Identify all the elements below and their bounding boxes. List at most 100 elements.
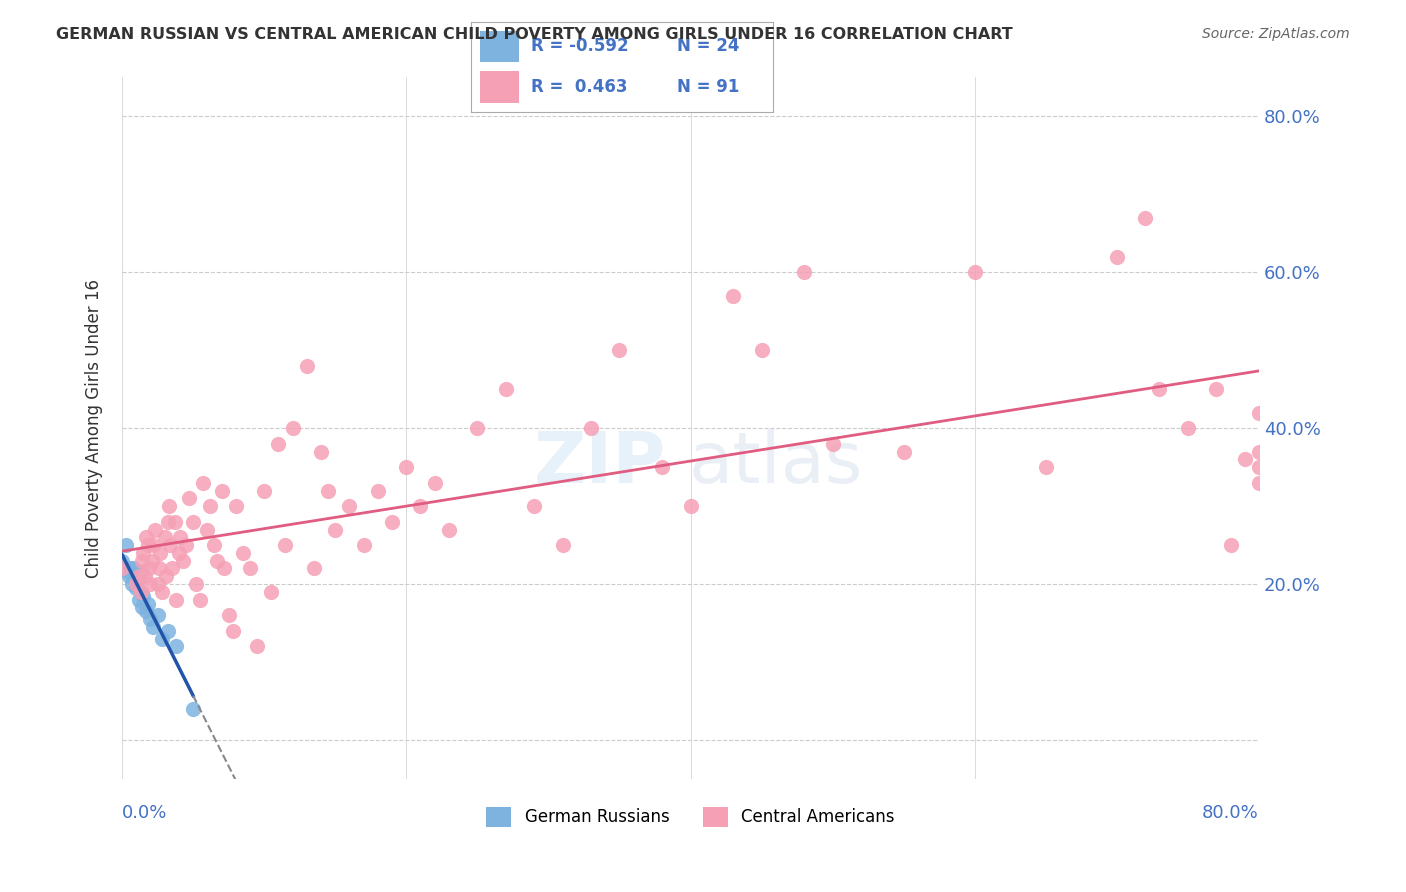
Point	[222, 624, 245, 638]
Point	[132, 589, 155, 603]
Point	[198, 499, 221, 513]
Point	[160, 561, 183, 575]
Point	[204, 538, 226, 552]
Point	[309, 444, 332, 458]
Point	[523, 499, 546, 513]
Point	[793, 265, 815, 279]
Point	[191, 475, 214, 490]
Point	[1035, 460, 1057, 475]
Point	[214, 561, 236, 575]
Point	[136, 538, 159, 552]
Point	[821, 436, 844, 450]
Point	[893, 444, 915, 458]
Point	[495, 382, 517, 396]
Point	[135, 530, 157, 544]
Point	[169, 530, 191, 544]
Point	[239, 561, 262, 575]
Point	[437, 523, 460, 537]
Point	[135, 604, 157, 618]
Point	[120, 561, 142, 575]
Point	[1247, 460, 1270, 475]
Point	[260, 585, 283, 599]
Point	[295, 359, 318, 373]
Point	[165, 640, 187, 654]
Text: R =  0.463: R = 0.463	[531, 78, 628, 95]
Point	[131, 554, 153, 568]
Text: 0.0%: 0.0%	[122, 804, 167, 822]
Text: GERMAN RUSSIAN VS CENTRAL AMERICAN CHILD POVERTY AMONG GIRLS UNDER 16 CORRELATIO: GERMAN RUSSIAN VS CENTRAL AMERICAN CHILD…	[56, 27, 1012, 42]
Point	[148, 561, 170, 575]
Point	[1247, 406, 1270, 420]
Point	[159, 538, 181, 552]
Point	[156, 624, 179, 638]
Point	[751, 343, 773, 358]
Point	[167, 546, 190, 560]
Point	[218, 608, 240, 623]
Point	[111, 554, 134, 568]
Point	[679, 499, 702, 513]
Point	[111, 561, 134, 575]
Point	[149, 546, 172, 560]
Text: R = -0.592: R = -0.592	[531, 37, 628, 55]
Point	[157, 499, 180, 513]
Point	[129, 585, 152, 599]
Point	[138, 561, 160, 575]
Point	[181, 515, 204, 529]
Point	[721, 288, 744, 302]
Point	[141, 554, 163, 568]
Point	[211, 483, 233, 498]
Point	[134, 569, 156, 583]
Point	[181, 702, 204, 716]
Point	[423, 475, 446, 490]
Point	[1247, 444, 1270, 458]
Y-axis label: Child Poverty Among Girls Under 16: Child Poverty Among Girls Under 16	[86, 278, 103, 578]
Point	[1135, 211, 1157, 225]
Text: ZIP: ZIP	[533, 429, 665, 498]
Point	[150, 585, 173, 599]
Point	[127, 573, 149, 587]
Point	[267, 436, 290, 450]
Point	[1205, 382, 1227, 396]
Point	[125, 581, 148, 595]
Point	[139, 612, 162, 626]
Point	[118, 566, 141, 580]
Legend: German Russians, Central Americans: German Russians, Central Americans	[479, 800, 901, 834]
Bar	[479, 31, 519, 62]
Text: 80.0%: 80.0%	[1202, 804, 1258, 822]
Point	[177, 491, 200, 506]
Text: N = 24: N = 24	[676, 37, 740, 55]
Point	[146, 608, 169, 623]
Point	[465, 421, 488, 435]
Point	[129, 585, 152, 599]
Point	[146, 577, 169, 591]
Point	[1149, 382, 1171, 396]
Point	[131, 600, 153, 615]
Point	[142, 538, 165, 552]
Point	[136, 597, 159, 611]
Point	[579, 421, 602, 435]
Point	[302, 561, 325, 575]
Point	[153, 530, 176, 544]
Point	[129, 566, 152, 580]
Point	[609, 343, 631, 358]
Point	[132, 546, 155, 560]
Point	[651, 460, 673, 475]
Point	[225, 499, 247, 513]
Point	[155, 569, 177, 583]
Point	[316, 483, 339, 498]
Point	[1105, 250, 1128, 264]
Point	[274, 538, 297, 552]
Point	[174, 538, 197, 552]
Point	[115, 538, 138, 552]
Point	[125, 577, 148, 591]
Point	[139, 577, 162, 591]
Point	[121, 577, 143, 591]
Point	[207, 554, 229, 568]
Point	[142, 620, 165, 634]
Point	[1233, 452, 1256, 467]
Point	[1247, 475, 1270, 490]
Point	[367, 483, 389, 498]
Point	[188, 592, 211, 607]
Bar	[479, 71, 519, 103]
Point	[128, 592, 150, 607]
